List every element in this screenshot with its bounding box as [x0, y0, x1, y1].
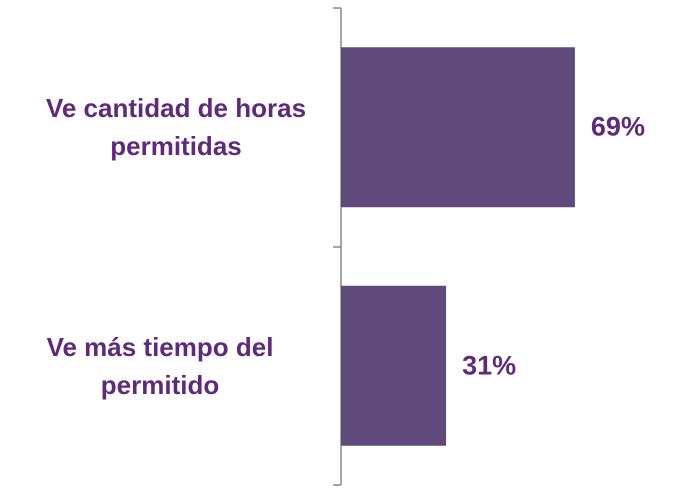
value-label: 69%	[590, 111, 645, 142]
bar	[341, 285, 447, 446]
bar	[341, 47, 575, 208]
category-label: Ve cantidad de horas permitidas	[45, 93, 307, 162]
value-label: 31%	[462, 350, 517, 381]
category-label: Ve más tiempo del permitido	[46, 331, 274, 400]
